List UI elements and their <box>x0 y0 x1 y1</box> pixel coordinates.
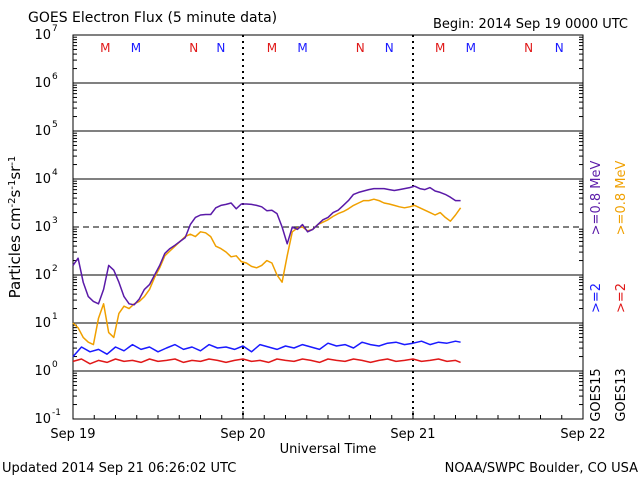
y-tick-base: 10 <box>34 316 51 331</box>
y-tick-exponent: 5 <box>52 120 58 130</box>
x-tick-label: Sep 22 <box>560 427 605 442</box>
legend-goes13-ge2: >=2 <box>614 283 629 313</box>
marker-n: N <box>524 41 533 55</box>
y-tick-base: 10 <box>34 124 51 139</box>
series-goes13-ge08-line <box>72 198 462 346</box>
y-tick-exponent: 3 <box>52 216 58 226</box>
x-tick-label: Sep 19 <box>50 427 95 442</box>
series-goes13-ge2-line <box>72 358 461 365</box>
marker-n: N <box>216 41 225 55</box>
x-tick-label: Sep 20 <box>220 427 265 442</box>
y-tick-base: 10 <box>34 268 51 283</box>
x-axis-label: Universal Time <box>280 442 377 457</box>
y-tick-exponent: 2 <box>52 264 58 274</box>
y-tick-exponent: 6 <box>52 72 58 82</box>
y-tick-base: 10 <box>34 412 51 427</box>
marker-n: N <box>385 41 394 55</box>
legend-goes13-ge08: >=0.8 MeV <box>614 161 629 236</box>
marker-n: N <box>356 41 365 55</box>
begin-date: Begin: 2014 Sep 19 0000 UTC <box>432 17 628 32</box>
marker-m: M <box>435 41 445 55</box>
y-tick-exponent: 4 <box>52 168 58 178</box>
updated-timestamp: Updated 2014 Sep 21 06:26:02 UTC <box>2 461 237 476</box>
y-tick-exponent: 7 <box>52 24 58 34</box>
y-tick-base: 10 <box>34 28 51 43</box>
y-axis-label: Particles cm-2s-1sr-1 <box>6 156 24 299</box>
legend-goes15: GOES15 <box>589 368 604 421</box>
marker-n: N <box>555 41 564 55</box>
marker-n: N <box>189 41 198 55</box>
y-tick-base: 10 <box>34 364 51 379</box>
marker-m: M <box>297 41 307 55</box>
credit: NOAA/SWPC Boulder, CO USA <box>444 461 638 476</box>
marker-m: M <box>131 41 141 55</box>
legend-goes13: GOES13 <box>614 368 629 421</box>
marker-m: M <box>267 41 277 55</box>
y-tick-exponent: 0 <box>52 360 58 370</box>
y-tick-exponent: 1 <box>52 312 58 322</box>
x-tick-label: Sep 21 <box>390 427 435 442</box>
y-tick-base: 10 <box>34 172 51 187</box>
marker-m: M <box>100 41 110 55</box>
y-tick-base: 10 <box>34 76 51 91</box>
marker-m: M <box>466 41 476 55</box>
legend-goes15-ge2: >=2 <box>589 283 604 313</box>
y-tick-exponent: -1 <box>52 408 61 418</box>
chart-title: GOES Electron Flux (5 minute data) <box>28 10 278 26</box>
y-tick-base: 10 <box>34 220 51 235</box>
series-goes15-ge2-line <box>72 340 461 358</box>
series-goes15-ge08-line <box>72 185 461 306</box>
legend-goes15-ge08: >=0.8 MeV <box>589 161 604 236</box>
